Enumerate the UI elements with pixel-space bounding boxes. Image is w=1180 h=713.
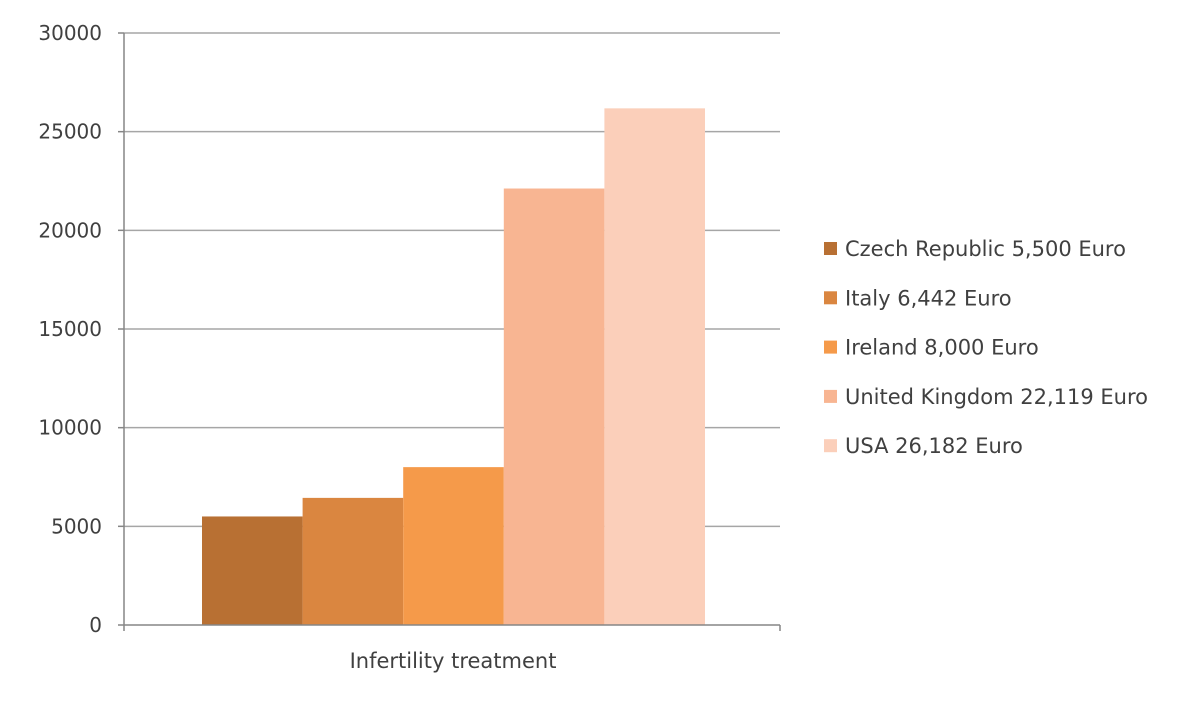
bar <box>202 516 303 625</box>
bar <box>503 188 605 625</box>
legend-label: Italy 6,442 Euro <box>845 286 1012 310</box>
legend-swatch <box>824 340 837 354</box>
bars <box>202 108 705 626</box>
bar <box>604 108 705 626</box>
legend-item: United Kingdom 22,119 Euro <box>824 385 1148 409</box>
bar <box>403 467 504 625</box>
legend: Czech Republic 5,500 Euro Italy 6,442 Eur… <box>824 237 1148 458</box>
legend-item: Czech Republic 5,500 Euro <box>824 237 1126 261</box>
legend-swatch <box>824 242 837 255</box>
legend-swatch <box>824 439 837 453</box>
y-tick-label: 25000 <box>38 120 102 144</box>
y-tick-label: 15000 <box>38 317 102 341</box>
legend-item: Italy 6,442 Euro <box>824 286 1012 310</box>
y-tick-label: 30000 <box>38 21 102 45</box>
legend-swatch <box>824 291 837 305</box>
y-tick-label: 20000 <box>38 218 102 242</box>
x-category-label: Infertility treatment <box>350 649 557 673</box>
bar <box>302 497 404 625</box>
y-tick-label: 5000 <box>51 514 102 538</box>
y-tick-label: 0 <box>89 613 102 637</box>
legend-label: Czech Republic 5,500 Euro <box>845 237 1126 261</box>
legend-label: United Kingdom 22,119 Euro <box>845 385 1148 409</box>
y-tick-label: 10000 <box>38 416 102 440</box>
legend-item: Ireland 8,000 Euro <box>824 336 1039 360</box>
legend-label: USA 26,182 Euro <box>845 434 1023 458</box>
legend-swatch <box>824 389 837 403</box>
y-axis-tick-labels: 0 5000 10000 15000 20000 25000 30000 <box>38 21 102 637</box>
legend-label: Ireland 8,000 Euro <box>845 336 1039 360</box>
axes <box>118 32 781 631</box>
legend-item: USA 26,182 Euro <box>824 434 1023 458</box>
